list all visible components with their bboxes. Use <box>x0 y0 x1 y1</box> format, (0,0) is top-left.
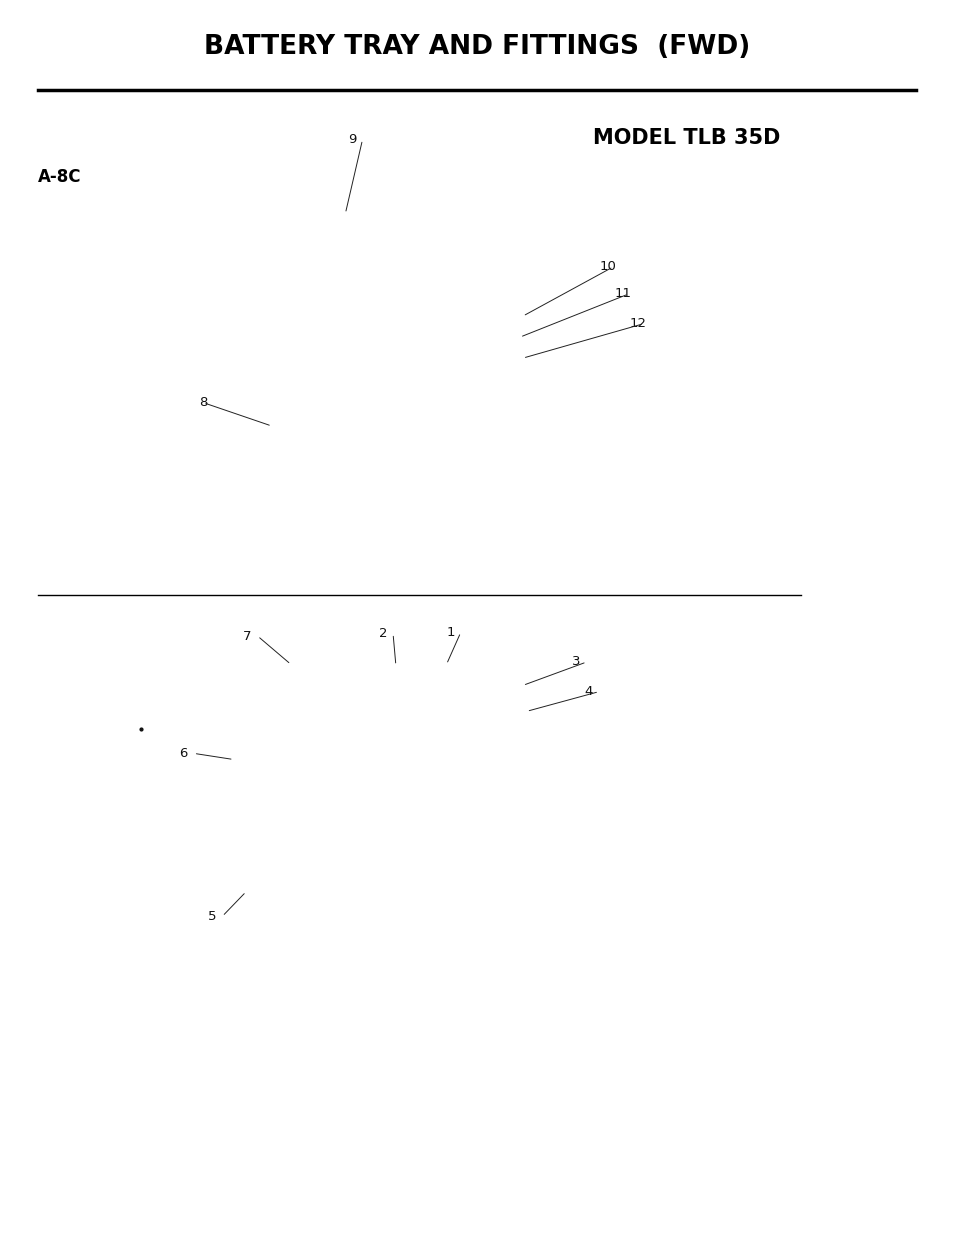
Text: 8: 8 <box>199 396 208 409</box>
Text: 6: 6 <box>179 747 188 760</box>
Text: 3: 3 <box>572 656 580 668</box>
Text: 5: 5 <box>208 910 216 923</box>
Text: 12: 12 <box>629 317 646 330</box>
Text: 1: 1 <box>446 626 455 638</box>
Text: 2: 2 <box>378 627 387 640</box>
Text: 9: 9 <box>348 133 356 146</box>
Text: A-8C: A-8C <box>38 168 82 185</box>
Text: 11: 11 <box>614 288 631 300</box>
Text: 7: 7 <box>243 630 252 642</box>
Text: 10: 10 <box>598 261 616 273</box>
Text: 4: 4 <box>584 685 593 698</box>
Text: MODEL TLB 35D: MODEL TLB 35D <box>593 128 780 148</box>
Text: BATTERY TRAY AND FITTINGS  (FWD): BATTERY TRAY AND FITTINGS (FWD) <box>204 33 749 61</box>
